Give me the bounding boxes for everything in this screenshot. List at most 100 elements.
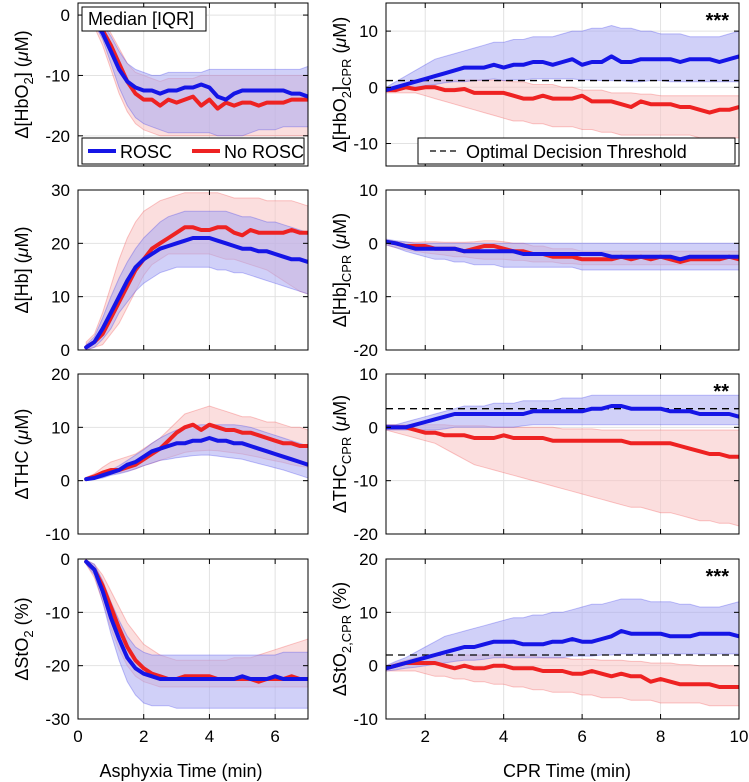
- y-label-sub: CPR: [339, 59, 354, 86]
- x-tick-label: 4: [205, 727, 214, 746]
- y-label-part: (: [330, 244, 350, 255]
- y-axis-label: Δ[Hb] (μM): [12, 227, 32, 314]
- y-tick-label: 20: [51, 234, 70, 253]
- y-label-part: (: [330, 48, 350, 59]
- subplot-hb: 0 10 20 30 Δ[Hb] (μM): [12, 181, 309, 360]
- y-label-mu: μ: [330, 234, 350, 245]
- y-tick-label: -10: [45, 603, 70, 622]
- median-line-rosc: [84, 13, 308, 102]
- y-tick-label: 0: [61, 6, 70, 25]
- y-label-part: (: [330, 426, 350, 437]
- iqr-band-rosc: [386, 598, 739, 672]
- y-label-part: Δ[Hb]: [330, 282, 350, 327]
- plot-area: [386, 238, 739, 271]
- median-line-rosc: [386, 54, 739, 93]
- subplot-hb_cpr: -20 -10 0 10 Δ[Hb]CPR (μM): [330, 181, 740, 360]
- y-axis-label: ΔStO2,CPR (%): [330, 582, 354, 696]
- axes-box: [385, 189, 740, 351]
- y-label-part: (%): [330, 582, 350, 615]
- legend-threshold-box: [417, 137, 736, 165]
- y-axis-label: ΔTHCCPR (μM): [330, 395, 354, 513]
- subplot-hbo2: -20 -10 0 Δ[HbO2] (μM) Median [IQR] ROSC No RO…: [12, 2, 309, 167]
- y-tick-label: 10: [51, 288, 70, 307]
- plot-area: [386, 598, 739, 707]
- y-tick-label: 0: [369, 78, 378, 97]
- plot-area: [386, 24, 739, 139]
- median-line-rosc: [386, 629, 739, 671]
- y-label-part: Δ[HbO: [12, 85, 32, 139]
- subplot-sto2_cpr: -10 0 10 20 2 4 6 8 10 ΔStO2,CPR (%) ***: [330, 550, 748, 746]
- axes-box: [385, 2, 740, 167]
- y-label-part: ΔTHC: [330, 464, 350, 513]
- y-label-part: ]: [330, 86, 350, 91]
- y-tick-label: -20: [353, 341, 378, 360]
- significance-stars: ***: [706, 566, 730, 588]
- x-tick-label: 0: [73, 727, 82, 746]
- y-tick-label: -10: [353, 472, 378, 491]
- y-label-mu: μ: [330, 38, 350, 49]
- y-tick-label: 10: [359, 22, 378, 41]
- x-tick-label: 4: [499, 727, 508, 746]
- y-tick-label: -10: [45, 66, 70, 85]
- axes-box: [77, 558, 309, 720]
- significance-stars: **: [713, 381, 729, 403]
- y-tick-label: -10: [353, 710, 378, 729]
- y-tick-label: 20: [51, 365, 70, 384]
- subplot-hbo2_cpr: -10 0 10 Δ[HbO2]CPR (μM) *** Optimal Decision…: [330, 2, 740, 167]
- y-label-sub: 2: [339, 91, 354, 98]
- y-tick-label: 0: [369, 418, 378, 437]
- y-label-part: Δ[Hb] (: [12, 257, 32, 313]
- axes-box: [77, 373, 309, 535]
- y-axis-label: ΔStO2 (%): [12, 597, 36, 680]
- x-tick-label: 8: [656, 727, 665, 746]
- y-label-part: M): [12, 30, 32, 51]
- y-label-mu: μ: [12, 429, 32, 440]
- y-tick-label: 20: [359, 550, 378, 569]
- x-tick-label: 10: [730, 727, 749, 746]
- y-label-part: ΔStO: [12, 638, 32, 681]
- axes-box: [385, 558, 740, 720]
- y-tick-label: -20: [45, 657, 70, 676]
- y-label-mu: μ: [330, 416, 350, 427]
- plot-area: [84, 192, 308, 350]
- y-label-sub: 2: [21, 77, 36, 84]
- y-label-part: M): [330, 17, 350, 38]
- y-label-part: ΔStO: [330, 653, 350, 696]
- y-label-part: M): [12, 227, 32, 248]
- axes-box: [77, 2, 309, 167]
- y-label-sub: CPR: [339, 437, 354, 464]
- legend-rosc-label: ROSC: [120, 142, 172, 162]
- median-line-norosc: [386, 425, 739, 459]
- x-tick-label: 2: [420, 727, 429, 746]
- y-tick-label: 0: [369, 234, 378, 253]
- y-tick-label: 0: [61, 550, 70, 569]
- y-tick-label: -30: [45, 710, 70, 729]
- y-tick-label: 0: [369, 657, 378, 676]
- plot-area: [386, 394, 739, 527]
- y-axis-label: Δ[HbO2]CPR (μM): [330, 17, 354, 153]
- legend-rosc-box: Median [IQR] ROSC No ROSC: [81, 6, 305, 165]
- y-label-part: Δ[HbO: [330, 98, 350, 152]
- y-label-part: ΔTHC (: [12, 439, 32, 499]
- y-tick-label: -20: [45, 127, 70, 146]
- median-line-rosc: [84, 236, 308, 350]
- y-tick-label: -10: [45, 525, 70, 544]
- median-line-rosc: [84, 559, 308, 681]
- iqr-band-rosc: [85, 210, 308, 350]
- median-line-rosc: [386, 404, 739, 430]
- y-label-part: M): [330, 213, 350, 234]
- x-axis-label-cpr: CPR Time (min): [503, 761, 631, 781]
- y-label-part: M): [330, 395, 350, 416]
- legend-threshold: Optimal Decision Threshold: [417, 137, 736, 165]
- legend-title-box: [81, 6, 207, 32]
- legend-title: Median [IQR]: [88, 9, 194, 29]
- subplot-thc: -10 0 10 20 ΔTHC (μM): [12, 365, 309, 544]
- y-label-sub: CPR: [339, 255, 354, 282]
- y-tick-label: 0: [61, 472, 70, 491]
- x-tick-label: 6: [270, 727, 279, 746]
- y-tick-label: 10: [51, 418, 70, 437]
- y-tick-label: 10: [359, 603, 378, 622]
- plot-area: [84, 12, 308, 137]
- y-tick-label: 0: [61, 341, 70, 360]
